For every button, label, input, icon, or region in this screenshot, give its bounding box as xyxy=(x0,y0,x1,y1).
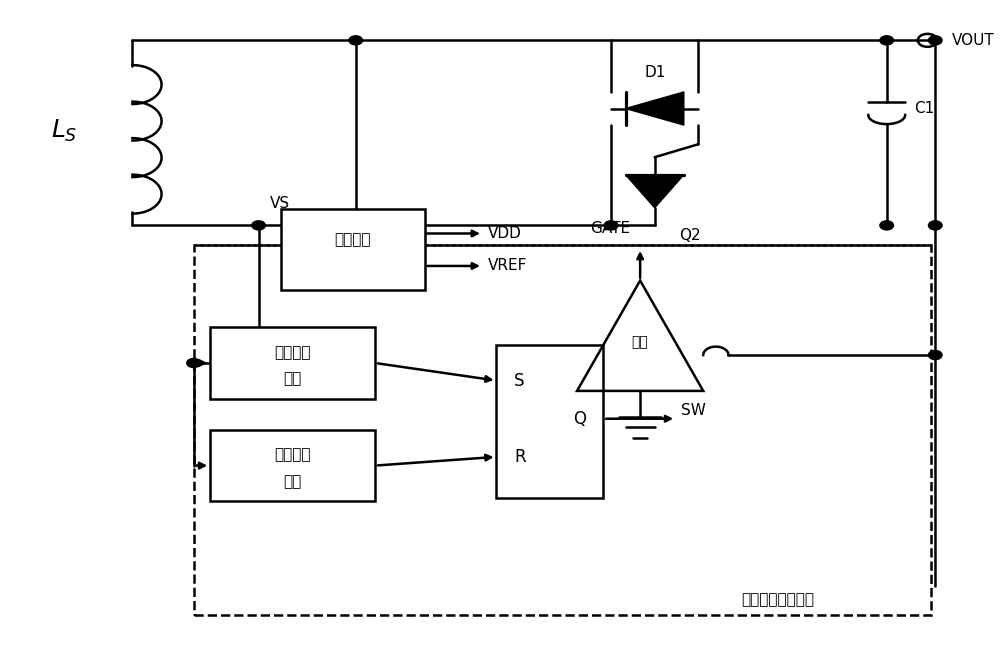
Bar xyxy=(496,346,603,498)
Text: 同步整流控制电路: 同步整流控制电路 xyxy=(741,593,814,608)
Text: 电源电路: 电源电路 xyxy=(335,233,371,248)
Text: VDD: VDD xyxy=(488,226,522,241)
Bar xyxy=(194,245,931,615)
Polygon shape xyxy=(626,92,684,125)
Text: $L_S$: $L_S$ xyxy=(51,118,78,144)
Circle shape xyxy=(880,221,894,230)
Text: VOUT: VOUT xyxy=(952,33,995,48)
Circle shape xyxy=(349,36,363,45)
Bar xyxy=(281,209,425,290)
Text: 关断控制: 关断控制 xyxy=(274,447,311,462)
Circle shape xyxy=(928,221,942,230)
Text: VS: VS xyxy=(270,196,290,211)
Text: Q: Q xyxy=(573,409,586,428)
Text: C1: C1 xyxy=(914,101,934,116)
Bar xyxy=(210,327,375,399)
Text: VREF: VREF xyxy=(488,258,527,273)
Circle shape xyxy=(187,359,200,368)
Circle shape xyxy=(928,351,942,360)
Text: 开启控制: 开启控制 xyxy=(274,345,311,360)
Polygon shape xyxy=(626,175,684,208)
Bar xyxy=(210,430,375,501)
Text: S: S xyxy=(514,372,524,389)
Text: SW: SW xyxy=(681,404,706,419)
Text: 电路: 电路 xyxy=(283,371,302,386)
Text: 电路: 电路 xyxy=(283,474,302,489)
Text: GATE: GATE xyxy=(590,221,630,236)
Text: 驱动: 驱动 xyxy=(632,335,649,349)
Text: R: R xyxy=(514,448,526,466)
Text: Q2: Q2 xyxy=(679,228,701,243)
Circle shape xyxy=(928,36,942,45)
Circle shape xyxy=(252,221,265,230)
Circle shape xyxy=(880,36,894,45)
Circle shape xyxy=(604,221,618,230)
Text: D1: D1 xyxy=(644,65,665,80)
